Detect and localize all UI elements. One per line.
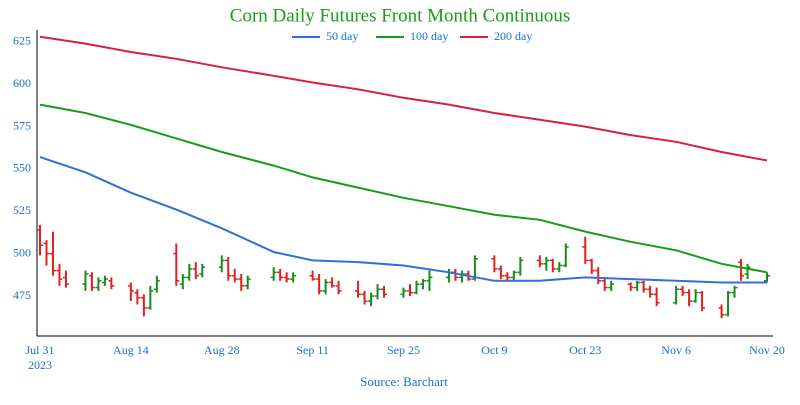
- y-tick-label: 475: [13, 288, 31, 302]
- source-note: Source: Barchart: [360, 374, 448, 389]
- x-tick-label: Sep 25: [387, 343, 420, 357]
- x-tick-label: Oct 23: [569, 343, 601, 357]
- legend-label: 200 day: [494, 29, 532, 43]
- moving-average-line: [39, 103, 768, 274]
- moving-average-line: [39, 156, 767, 284]
- y-tick-label: 575: [13, 118, 31, 132]
- x-tick-label: Aug 28: [204, 343, 240, 357]
- moving-average-line: [39, 35, 768, 162]
- y-tick-label: 500: [13, 245, 31, 259]
- legend-label: 100 day: [410, 29, 448, 43]
- x-tick-label: Nov 6: [661, 343, 691, 357]
- x-tick-label: Jul 31 2023: [25, 343, 54, 372]
- y-tick-label: 550: [13, 161, 31, 175]
- x-tick-label: Oct 9: [481, 343, 507, 357]
- y-tick-label: 625: [13, 34, 31, 48]
- x-tick-label: Aug 14: [113, 343, 149, 357]
- x-tick-label: Nov 20: [749, 343, 785, 357]
- y-tick-label: 525: [13, 203, 31, 217]
- x-tick-label: Sep 11: [296, 343, 329, 357]
- legend-label: 50 day: [326, 29, 358, 43]
- y-tick-label: 600: [13, 76, 31, 90]
- chart-title: Corn Daily Futures Front Month Continuou…: [230, 5, 570, 26]
